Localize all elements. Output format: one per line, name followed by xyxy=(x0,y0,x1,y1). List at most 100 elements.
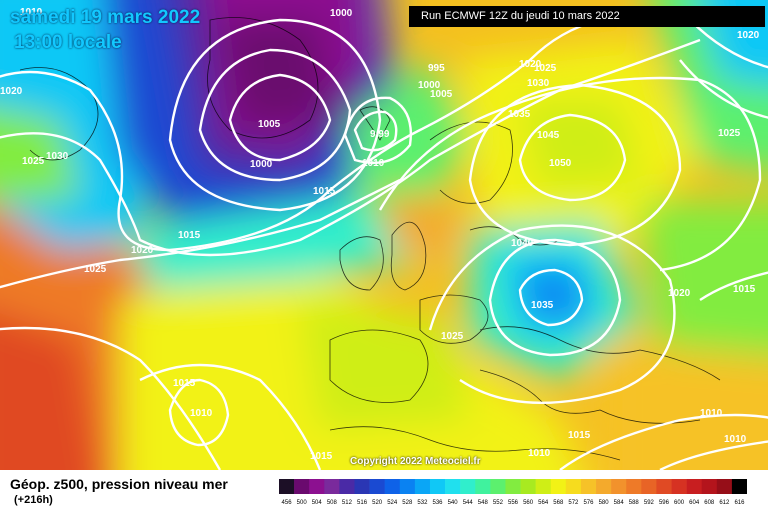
scale-swatch xyxy=(550,479,567,494)
forecast-time: 13:00 locale xyxy=(14,32,122,53)
isobar-label: 1025 xyxy=(22,156,45,167)
isobar-label: 1045 xyxy=(537,130,560,141)
scale-tick-label: 604 xyxy=(689,500,700,506)
scale-tick-label: 532 xyxy=(417,500,428,506)
isobar-label: 1020 xyxy=(131,245,154,256)
scale-swatch xyxy=(580,479,597,494)
scale-tick-label: 516 xyxy=(357,500,368,506)
scale-tick-label: 576 xyxy=(583,500,594,506)
scale-swatch xyxy=(279,479,295,494)
scale-swatch xyxy=(565,479,582,494)
scale-swatch xyxy=(384,479,401,494)
scale-swatch xyxy=(354,479,370,494)
scale-swatch xyxy=(414,479,431,494)
isobars xyxy=(0,18,768,470)
scale-swatch xyxy=(294,479,310,494)
color-scale: 456 500 504 508 512 516 520 524 528 532 536 540 544 5… xyxy=(279,479,747,506)
scale-swatch xyxy=(731,479,747,494)
scale-swatch xyxy=(701,479,718,494)
scale-tick-label: 456 xyxy=(282,500,293,506)
scale-tick-label: 584 xyxy=(614,500,625,506)
scale-tick-label: 544 xyxy=(463,500,474,506)
scale-tick-label: 572 xyxy=(568,500,579,506)
scale-tick-label: 540 xyxy=(448,500,459,506)
isobar-label: 1015 xyxy=(173,378,196,389)
copyright-notice: Copyright 2022 Meteociel.fr xyxy=(350,456,481,467)
scale-swatch xyxy=(475,479,491,494)
isobar-label: 1000 xyxy=(418,80,441,91)
scale-tick-label: 600 xyxy=(674,500,685,506)
isobar-label: 1010 xyxy=(724,434,747,445)
scale-tick-label: 616 xyxy=(734,500,745,506)
isobar-label: 1030 xyxy=(527,78,550,89)
scale-swatch xyxy=(520,479,536,494)
scale-tick-label: 608 xyxy=(704,500,715,506)
scale-tick-label: 536 xyxy=(433,500,444,506)
isobar-label: 1020 xyxy=(519,59,542,70)
isobar-label: 1020 xyxy=(737,30,760,41)
scale-tick-label: 564 xyxy=(538,500,549,506)
scale-swatch xyxy=(596,479,612,494)
scale-swatch xyxy=(429,479,446,494)
isobar-label: 1000 xyxy=(250,159,273,170)
isobar-label: 1015 xyxy=(310,451,333,462)
scale-swatch xyxy=(535,479,552,494)
scale-tick-label: 556 xyxy=(508,500,519,506)
isobar-label: 1015 xyxy=(568,430,591,441)
scale-tick-label: 588 xyxy=(629,500,640,506)
isobar-label: 1035 xyxy=(508,109,531,120)
scale-tick-label: 592 xyxy=(644,500,655,506)
legend-lead-time: (+216h) xyxy=(14,494,53,506)
scale-swatch xyxy=(656,479,672,494)
scale-swatch xyxy=(369,479,385,494)
scale-swatch xyxy=(309,479,325,494)
scale-tick-label: 596 xyxy=(659,500,670,506)
scale-tick-label: 552 xyxy=(493,500,504,506)
scale-swatch xyxy=(641,479,657,494)
scale-swatch xyxy=(324,479,340,494)
run-info: Run ECMWF 12Z du jeudi 10 mars 2022 xyxy=(409,6,765,27)
scale-tick-label: 568 xyxy=(553,500,564,506)
scale-swatch xyxy=(671,479,687,494)
scale-tick-label: 548 xyxy=(478,500,489,506)
isobar-label: 1010 xyxy=(20,7,43,18)
isobar-label: 1000 xyxy=(330,8,353,19)
scale-tick-label: 508 xyxy=(327,500,338,506)
isobar-label: 995 xyxy=(428,63,445,74)
isobar-label: 1015 xyxy=(178,230,201,241)
scale-swatch xyxy=(445,479,461,494)
scale-swatch xyxy=(686,479,703,494)
geopotential-field xyxy=(0,0,768,470)
isobar-label: 1025 xyxy=(441,331,464,342)
isobar-label: 1025 xyxy=(84,264,107,275)
scale-tick-label: 580 xyxy=(599,500,610,506)
isobar-label: 1010 xyxy=(190,408,213,419)
isobar-label: 1010 xyxy=(528,448,551,459)
isobar-label: 1010 xyxy=(362,158,385,169)
coastlines xyxy=(19,17,721,461)
scale-swatch xyxy=(611,479,627,494)
isobar-label: 1025 xyxy=(534,63,557,74)
isobar-label: 1025 xyxy=(718,128,741,139)
scale-swatch xyxy=(460,479,476,494)
isobar-label: 1015 xyxy=(313,186,336,197)
scale-tick-label: 500 xyxy=(297,500,308,506)
isobar-label: 1005 xyxy=(430,89,453,100)
scale-tick-label: 520 xyxy=(372,500,383,506)
isobar-labels: 1010 1000 1020 1025 1030 1005 1000 995 1… xyxy=(0,7,760,462)
isobar-label: 9.99 xyxy=(370,129,390,140)
isobar-label: 1040 xyxy=(511,238,534,249)
scale-swatch xyxy=(505,479,521,494)
legend-title: Géop. z500, pression niveau mer xyxy=(10,476,228,492)
isobar-label: 1005 xyxy=(258,119,281,130)
isobar-label: 1035 xyxy=(531,300,554,311)
scale-tick-label: 524 xyxy=(387,500,398,506)
isobar-label: 1010 xyxy=(700,408,723,419)
scale-swatch xyxy=(716,479,733,494)
scale-tick-label: 528 xyxy=(402,500,413,506)
scale-swatch xyxy=(490,479,506,494)
isobar-label: 1050 xyxy=(549,158,572,169)
scale-tick-label: 504 xyxy=(312,500,323,506)
scale-tick-label: 512 xyxy=(342,500,353,506)
isobar-label: 1030 xyxy=(46,151,69,162)
